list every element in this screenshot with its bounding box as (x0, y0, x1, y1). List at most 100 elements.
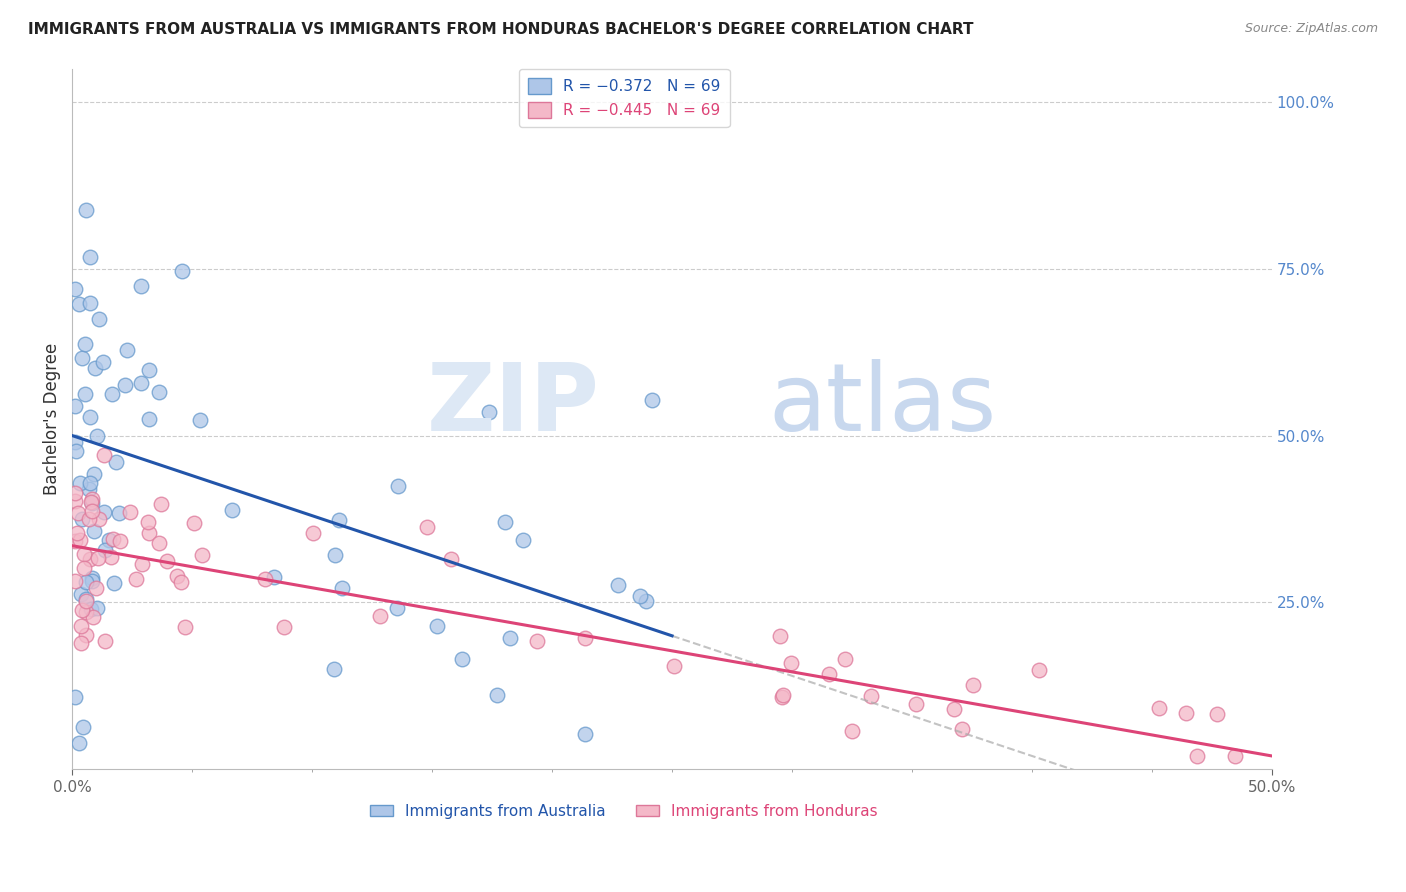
Point (67, 736, 90, 750)
Point (118, 505, 141, 519)
Point (79, 250, 101, 264)
Y-axis label: Bachelor's Degree: Bachelor's Degree (44, 343, 60, 495)
Point (841, 724, 863, 739)
Point (66, 525, 89, 540)
Point (82, 574, 104, 588)
Point (328, 513, 350, 527)
Point (136, 515, 159, 529)
Point (77, 512, 100, 526)
Point (138, 412, 160, 426)
Point (75, 574, 97, 589)
Point (110, 534, 132, 549)
Point (75, 628, 97, 642)
Point (905, 698, 928, 712)
Point (301, 526, 323, 541)
Point (63, 486, 86, 500)
Point (131, 557, 153, 571)
Point (75, 605, 97, 619)
Point (75, 337, 97, 351)
Point (82, 609, 104, 624)
Point (330, 581, 353, 595)
Point (73, 547, 96, 561)
Point (70, 603, 93, 617)
Point (129, 279, 152, 293)
Point (83, 524, 105, 539)
Point (82, 504, 104, 518)
Point (86, 429, 108, 443)
Point (114, 378, 136, 392)
Point (450, 652, 472, 666)
Point (818, 666, 841, 681)
Point (148, 536, 170, 550)
Point (943, 702, 966, 716)
Point (387, 479, 409, 493)
Point (772, 688, 794, 702)
Point (254, 572, 277, 586)
Point (125, 572, 148, 586)
Point (79, 410, 101, 425)
Text: IMMIGRANTS FROM AUSTRALIA VS IMMIGRANTS FROM HONDURAS BACHELOR'S DEGREE CORRELAT: IMMIGRANTS FROM AUSTRALIA VS IMMIGRANTS … (28, 22, 973, 37)
Point (494, 515, 516, 529)
Point (183, 516, 205, 530)
Point (87, 312, 110, 326)
Point (156, 553, 179, 567)
Point (63, 690, 86, 704)
Point (148, 384, 170, 399)
Point (63, 434, 86, 449)
Point (323, 548, 346, 562)
Point (499, 631, 522, 645)
Point (859, 689, 882, 703)
Point (91, 355, 114, 369)
Point (641, 392, 664, 407)
Point (1223, 748, 1246, 763)
Point (115, 343, 138, 357)
Point (65, 444, 87, 458)
Point (63, 282, 86, 296)
Point (75, 202, 97, 217)
Point (82, 571, 104, 585)
Point (80, 496, 103, 510)
Point (486, 688, 509, 702)
Point (628, 590, 651, 604)
Point (263, 570, 285, 584)
Point (1175, 706, 1198, 721)
Point (138, 525, 160, 540)
Point (63, 533, 86, 548)
Point (101, 387, 124, 401)
Point (98, 533, 121, 547)
Point (65, 574, 87, 589)
Point (526, 634, 548, 648)
Point (69, 476, 91, 491)
Point (962, 678, 984, 692)
Point (103, 575, 125, 590)
Legend: Immigrants from Australia, Immigrants from Honduras: Immigrants from Australia, Immigrants fr… (364, 797, 884, 825)
Point (66, 506, 89, 520)
Point (63, 494, 86, 508)
Point (574, 631, 596, 645)
Point (70, 619, 93, 633)
Point (512, 533, 534, 548)
Point (950, 723, 973, 737)
Text: ZIP: ZIP (427, 359, 600, 450)
Point (63, 399, 86, 413)
Point (79, 295, 101, 310)
Point (83, 467, 105, 481)
Point (94, 542, 117, 557)
Text: atlas: atlas (768, 359, 997, 450)
Point (93, 448, 115, 462)
Point (1028, 663, 1050, 677)
Point (416, 519, 439, 533)
Point (86, 601, 108, 615)
Point (93, 505, 115, 519)
Point (72, 720, 94, 734)
Point (131, 376, 153, 391)
Point (108, 506, 131, 520)
Point (574, 727, 596, 741)
Point (101, 532, 124, 546)
Point (138, 363, 160, 377)
Point (79, 476, 101, 491)
Point (67, 297, 90, 311)
Point (780, 657, 803, 671)
Point (478, 405, 501, 419)
Point (150, 497, 173, 511)
